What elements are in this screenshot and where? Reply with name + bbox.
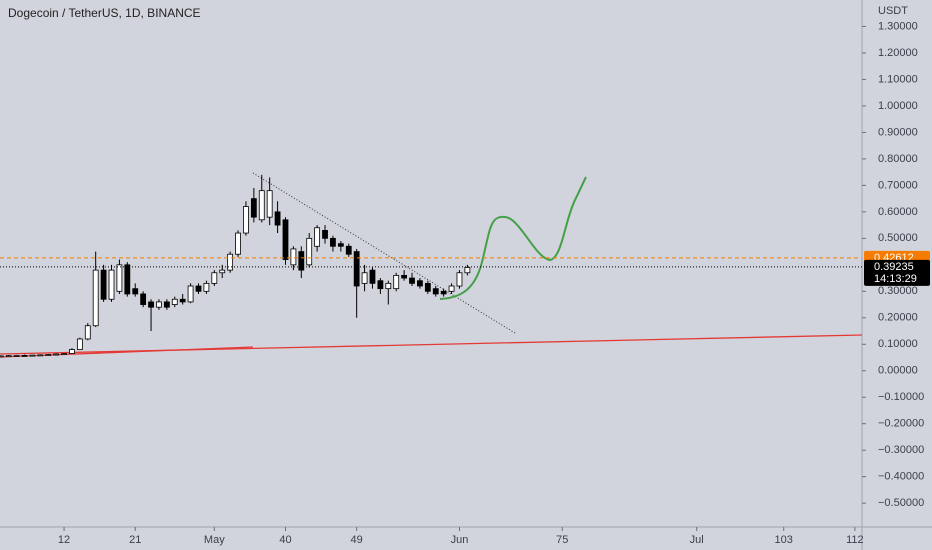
y-tick-label: −0.10000 xyxy=(878,391,924,403)
y-tick-label: −0.20000 xyxy=(878,418,924,430)
y-tick-label: 1.20000 xyxy=(878,47,918,59)
y-tick-label: 0.10000 xyxy=(878,338,918,350)
x-tick-label: 75 xyxy=(556,534,568,546)
candle-body xyxy=(298,251,305,271)
candle-body xyxy=(179,298,186,303)
y-tick-label: −0.50000 xyxy=(878,497,924,509)
y-tick-label: 0.30000 xyxy=(878,285,918,297)
candle-body xyxy=(53,353,60,356)
candle-body xyxy=(29,354,36,357)
candle-body xyxy=(100,269,107,300)
x-tick-label: May xyxy=(204,534,225,546)
candle-body xyxy=(464,267,471,274)
candle-body xyxy=(21,354,28,357)
x-tick-label: 40 xyxy=(279,534,291,546)
candle-body xyxy=(258,190,265,221)
candle-body xyxy=(84,325,91,340)
candle-body xyxy=(330,237,336,247)
candle-body xyxy=(290,248,297,266)
candle-body xyxy=(132,288,139,295)
candle-body xyxy=(401,275,408,279)
y-tick-label: 0.80000 xyxy=(878,153,918,165)
candle-body xyxy=(337,243,344,247)
y-tick-label: 0.00000 xyxy=(878,365,918,377)
y-tick-label: 1.10000 xyxy=(878,73,918,85)
y-tick-label: 0.90000 xyxy=(878,126,918,138)
x-tick-label: 103 xyxy=(775,534,793,546)
y-tick-label: −0.40000 xyxy=(878,471,924,483)
y-axis-label: USDT xyxy=(878,5,908,17)
candle-body xyxy=(0,355,4,358)
candle-body xyxy=(76,338,83,350)
candle-body xyxy=(108,269,115,300)
chart-title: Dogecoin / TetherUS, 1D, BINANCE xyxy=(8,6,201,20)
candle-body xyxy=(377,280,384,290)
price-tag-label: 0.39235 xyxy=(874,261,914,273)
candle-body xyxy=(369,269,376,284)
candle-body xyxy=(353,251,360,287)
x-tick-label: Jul xyxy=(690,534,704,546)
candle-body xyxy=(432,288,439,295)
candle-body xyxy=(361,272,368,284)
countdown-label: 14:13:29 xyxy=(874,273,917,285)
candle-body xyxy=(163,301,170,308)
projection-curve xyxy=(439,176,587,300)
candle-body xyxy=(5,355,12,358)
candle-body xyxy=(266,190,273,218)
y-tick-label: 1.00000 xyxy=(878,100,918,112)
candle-body xyxy=(61,353,67,355)
candle-body xyxy=(69,349,75,354)
candle-body xyxy=(417,280,423,287)
trend-line xyxy=(252,172,516,334)
candle-body xyxy=(116,264,123,292)
candle-body xyxy=(448,285,455,292)
candle-body xyxy=(219,269,226,274)
candle-body xyxy=(140,293,147,305)
candle-body xyxy=(13,354,20,357)
candle-body xyxy=(187,285,194,303)
y-tick-label: 0.70000 xyxy=(878,179,918,191)
candle-body xyxy=(227,253,234,271)
y-tick-label: 1.30000 xyxy=(878,20,918,32)
x-tick-label: 12 xyxy=(58,534,70,546)
candle-body xyxy=(203,282,210,292)
candle-body xyxy=(274,211,281,226)
price-tag xyxy=(864,259,930,286)
candle-body xyxy=(211,272,218,284)
y-tick-label: 0.60000 xyxy=(878,206,918,218)
candle-body xyxy=(171,298,178,305)
candle-body xyxy=(424,282,431,292)
candle-body xyxy=(456,272,463,287)
x-tick-label: 49 xyxy=(351,534,363,546)
y-tick-label: −0.30000 xyxy=(878,444,924,456)
candle-body xyxy=(306,237,313,266)
x-tick-label: Jun xyxy=(451,534,469,546)
candle-body xyxy=(250,198,257,218)
y-tick-label: 0.50000 xyxy=(878,232,918,244)
candle-body xyxy=(345,245,352,255)
x-tick-label: 112 xyxy=(846,534,864,546)
x-tick-label: 21 xyxy=(129,534,141,546)
y-tick-label: 0.20000 xyxy=(878,312,918,324)
candle-body xyxy=(148,301,154,308)
candle-body xyxy=(409,277,415,284)
candle-body xyxy=(440,290,447,295)
candle-body xyxy=(156,301,162,308)
candle-body xyxy=(385,282,392,290)
candle-body xyxy=(243,206,249,234)
candle-body xyxy=(314,227,321,247)
candle-body xyxy=(322,229,328,239)
candle-body xyxy=(235,232,241,255)
candle-body xyxy=(124,264,131,295)
candle-body xyxy=(195,285,202,292)
candle-body xyxy=(37,354,44,357)
candle-body xyxy=(393,275,400,290)
candle-body xyxy=(45,354,52,356)
candle-body xyxy=(282,219,289,260)
candle-body xyxy=(92,269,99,327)
